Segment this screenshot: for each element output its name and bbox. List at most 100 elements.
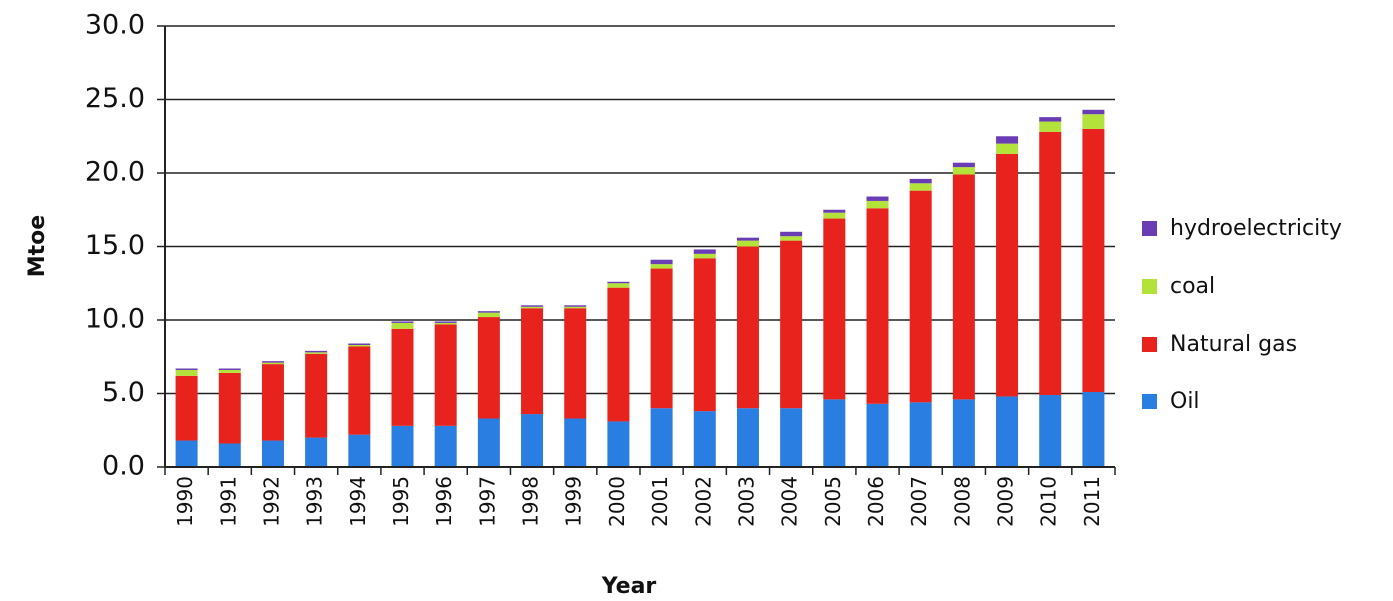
bar-segment	[1082, 114, 1105, 129]
bar-segment	[780, 240, 803, 409]
bar-segment	[866, 196, 889, 201]
bar-segment	[477, 317, 500, 419]
x-tick-label: 2006	[864, 476, 888, 527]
bar-segment	[607, 287, 630, 422]
x-tick-label: 1995	[389, 476, 413, 527]
x-tick-label: 2003	[734, 476, 758, 527]
legend-label: hydroelectricity	[1170, 216, 1342, 241]
bar-segment	[996, 153, 1019, 397]
y-tick-label: 20.0	[85, 157, 145, 188]
bar-segment	[607, 283, 630, 288]
x-tick-label: 2001	[648, 476, 672, 527]
bar-segment	[218, 443, 241, 467]
bar-segment	[1039, 117, 1062, 122]
bar-segment	[996, 396, 1019, 467]
bar-segment	[1082, 392, 1105, 467]
y-axis-label: Mtoe	[25, 215, 50, 277]
bar-segment	[650, 408, 673, 467]
bar-segment	[780, 231, 803, 237]
bar-segment	[823, 399, 846, 467]
bar-segment	[175, 440, 198, 467]
bar-segment	[693, 249, 716, 254]
bar-segment	[175, 375, 198, 441]
bar-segment	[780, 408, 803, 467]
bar-segment	[693, 258, 716, 412]
bar-segment	[564, 305, 587, 307]
y-tick-label: 10.0	[85, 304, 145, 335]
y-tick-label: 30.0	[85, 10, 145, 41]
x-tick-label: 1996	[432, 476, 456, 527]
legend-label: coal	[1170, 274, 1215, 299]
x-tick-label: 1998	[519, 476, 543, 527]
x-tick-label: 2009	[994, 476, 1018, 527]
bar-segment	[521, 305, 544, 307]
bar-segment	[175, 369, 198, 376]
bar-segment	[909, 190, 932, 403]
y-tick-label: 5.0	[102, 377, 145, 408]
bar-segment	[952, 399, 975, 467]
legend-swatch	[1142, 221, 1157, 236]
bar-segment	[736, 246, 759, 409]
bar-segment	[650, 264, 673, 269]
bar-segment	[650, 259, 673, 265]
bar-segment	[909, 402, 932, 467]
x-tick-label: 1994	[346, 476, 370, 527]
bar-segment	[1082, 128, 1105, 393]
bar-segment	[650, 268, 673, 409]
bar-segment	[564, 308, 587, 419]
bar-segment	[909, 183, 932, 191]
bar-segment	[348, 343, 371, 345]
legend-swatch	[1142, 337, 1157, 352]
bar-segment	[477, 311, 500, 313]
bar-segment	[823, 212, 846, 219]
x-tick-label: 2008	[950, 476, 974, 527]
bar-segment	[261, 362, 284, 365]
bar-segment	[1039, 121, 1062, 132]
bar-segment	[607, 421, 630, 467]
bar-segment	[866, 208, 889, 404]
bar-segment	[736, 408, 759, 467]
x-tick-label: 2005	[821, 476, 845, 527]
bar-segment	[521, 414, 544, 467]
x-tick-label: 2004	[778, 476, 802, 527]
bar-segment	[175, 368, 198, 370]
bar-segment	[1082, 109, 1105, 115]
bar-segment	[261, 440, 284, 467]
bar-segment	[391, 322, 414, 329]
bar-segment	[952, 174, 975, 400]
bar-segment	[348, 346, 371, 435]
bar-segment	[477, 418, 500, 467]
bar-segment	[218, 368, 241, 370]
y-tick-label: 15.0	[85, 230, 145, 261]
x-tick-label: 1990	[173, 476, 197, 527]
x-tick-label: 2007	[907, 476, 931, 527]
bar-segment	[736, 240, 759, 247]
bar-segment	[952, 162, 975, 168]
bar-segment	[305, 352, 328, 354]
x-tick-label: 1992	[259, 476, 283, 527]
x-tick-label: 2002	[691, 476, 715, 527]
y-tick-label: 0.0	[102, 451, 145, 482]
bar-segment	[348, 344, 371, 347]
bar-segment	[996, 143, 1019, 154]
bar-segment	[607, 281, 630, 284]
bar-segment	[261, 364, 284, 441]
bar-segment	[996, 136, 1019, 144]
bar-segment	[823, 209, 846, 213]
bar-segment	[1039, 394, 1062, 467]
legend-swatch	[1142, 394, 1157, 409]
bar-segment	[952, 167, 975, 175]
x-tick-label: 2000	[605, 476, 629, 527]
bar-segment	[434, 425, 457, 467]
bar-segment	[521, 306, 544, 309]
legend-label: Natural gas	[1170, 332, 1297, 357]
legend-swatch	[1142, 279, 1157, 294]
bar-segment	[218, 372, 241, 444]
x-tick-label: 2011	[1080, 476, 1104, 527]
bar-segment	[218, 369, 241, 373]
bar-segment	[564, 418, 587, 467]
bar-segment	[434, 324, 457, 426]
bar-segment	[261, 361, 284, 363]
bar-segment	[823, 218, 846, 400]
